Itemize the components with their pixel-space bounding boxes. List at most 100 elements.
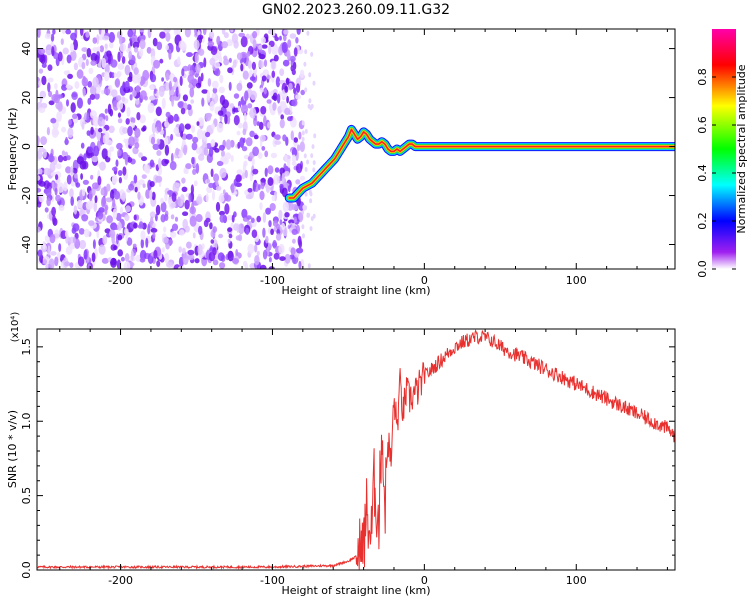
noise-speckle	[245, 33, 250, 40]
noise-speckle	[279, 219, 283, 226]
noise-speckle	[293, 137, 298, 143]
noise-speckle	[179, 75, 183, 87]
noise-speckle	[216, 160, 224, 167]
noise-speckle	[284, 212, 290, 218]
noise-speckle	[77, 256, 85, 267]
noise-speckle	[102, 128, 107, 134]
noise-speckle	[146, 46, 152, 54]
noise-speckle	[68, 119, 72, 126]
noise-speckle	[104, 228, 111, 234]
noise-speckle	[279, 35, 282, 41]
noise-speckle	[296, 247, 304, 254]
noise-speckle	[180, 194, 185, 204]
noise-speckle	[301, 130, 305, 136]
noise-speckle	[142, 183, 146, 188]
noise-speckle	[45, 188, 52, 197]
noise-speckle	[184, 29, 191, 38]
noise-speckle	[169, 161, 177, 171]
noise-speckle	[304, 49, 308, 55]
noise-speckle	[279, 68, 285, 76]
noise-speckle	[196, 196, 203, 205]
noise-speckle	[262, 249, 268, 260]
noise-speckle	[70, 102, 76, 113]
noise-speckle	[181, 177, 186, 184]
noise-speckle	[90, 85, 97, 96]
noise-speckle	[47, 245, 51, 256]
noise-speckle	[293, 216, 298, 224]
noise-speckle	[197, 117, 205, 127]
noise-speckle	[272, 239, 277, 249]
noise-speckle	[94, 195, 98, 204]
noise-speckle	[74, 81, 80, 89]
noise-speckle	[304, 191, 308, 197]
noise-speckle	[228, 57, 232, 63]
noise-speckle	[161, 77, 165, 82]
noise-speckle	[251, 229, 258, 238]
noise-speckle	[273, 134, 281, 140]
noise-speckle	[266, 74, 271, 80]
noise-speckle	[67, 73, 73, 79]
noise-speckle	[150, 136, 156, 145]
noise-speckle	[244, 90, 249, 101]
noise-speckle	[238, 32, 246, 38]
noise-speckle	[149, 95, 156, 101]
noise-speckle	[120, 206, 123, 215]
noise-speckle	[232, 59, 237, 68]
spectrogram-ytick-label: 0	[20, 143, 33, 150]
noise-speckle	[286, 95, 289, 104]
noise-speckle	[138, 48, 144, 57]
noise-speckle	[207, 78, 212, 87]
noise-speckle	[284, 253, 291, 264]
noise-speckle	[37, 29, 41, 38]
noise-speckle	[127, 126, 133, 137]
noise-speckle	[138, 152, 143, 159]
noise-speckle	[65, 136, 68, 146]
noise-speckle	[107, 53, 111, 65]
noise-speckle	[110, 72, 115, 79]
noise-speckle	[237, 122, 244, 129]
noise-speckle	[90, 60, 97, 66]
noise-speckle	[171, 95, 175, 107]
noise-speckle	[186, 104, 192, 111]
noise-speckle	[194, 258, 200, 264]
noise-speckle	[138, 179, 145, 186]
noise-speckle	[236, 223, 240, 234]
noise-speckle	[291, 147, 298, 157]
noise-speckle	[251, 158, 255, 166]
noise-speckle	[173, 82, 177, 91]
noise-speckle	[237, 105, 241, 112]
noise-speckle	[283, 29, 289, 35]
noise-speckle	[229, 103, 235, 109]
noise-speckle	[182, 218, 188, 230]
noise-speckle	[149, 189, 153, 200]
noise-speckle	[201, 97, 205, 107]
noise-speckle	[109, 42, 114, 49]
noise-speckle	[312, 167, 316, 173]
noise-speckle	[247, 60, 252, 69]
noise-speckle	[96, 46, 101, 52]
noise-speckle	[260, 178, 266, 183]
noise-speckle	[92, 37, 98, 44]
noise-speckle	[211, 80, 219, 89]
noise-speckle	[175, 147, 180, 156]
noise-speckle	[240, 36, 248, 48]
noise-speckle	[177, 101, 184, 108]
noise-speckle	[92, 239, 96, 250]
noise-speckle	[209, 100, 215, 112]
noise-speckle	[50, 251, 57, 256]
colorbar-tick-label: 0.4	[696, 164, 709, 182]
noise-speckle	[153, 88, 157, 94]
noise-speckle	[174, 216, 179, 222]
noise-speckle	[246, 82, 253, 89]
noise-speckle	[141, 156, 147, 162]
noise-speckle	[218, 86, 225, 94]
noise-speckle	[132, 243, 137, 248]
noise-speckle	[104, 64, 110, 74]
colorbar-gradient	[712, 29, 736, 269]
noise-speckle	[191, 125, 196, 133]
noise-speckle	[134, 186, 138, 193]
noise-speckle	[255, 107, 259, 113]
noise-speckle	[108, 125, 115, 134]
noise-speckle	[309, 198, 313, 204]
noise-speckle	[87, 146, 94, 154]
